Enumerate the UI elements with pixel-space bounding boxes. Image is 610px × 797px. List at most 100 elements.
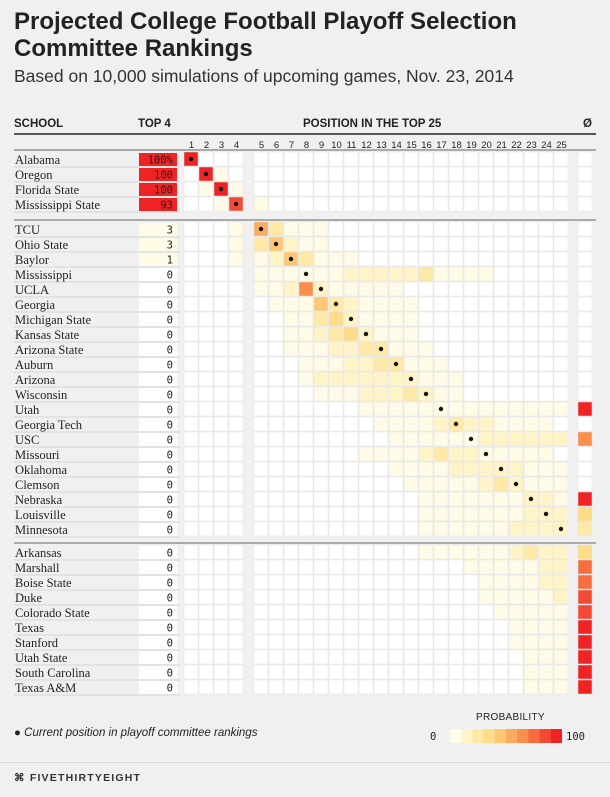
heatmap-cell: [403, 266, 419, 282]
footer: ⌘ FIVETHIRTYEIGHT: [0, 762, 610, 797]
school-label: Michigan State: [15, 313, 91, 327]
heatmap-cell: [433, 649, 449, 665]
heatmap-cell: [433, 491, 449, 507]
column-number-label: 1: [189, 140, 194, 151]
heatmap-cell: [298, 431, 314, 447]
heatmap-cell: [538, 151, 554, 167]
heatmap-cell: [198, 296, 214, 312]
school-label: Baylor: [15, 253, 50, 267]
heatmap-cell: [388, 491, 404, 507]
heatmap-cell: [553, 559, 569, 575]
heatmap-cell: [198, 341, 214, 357]
heatmap-cell: [538, 401, 554, 417]
heatmap-cell: [433, 221, 449, 237]
heatmap-cell: [373, 559, 389, 575]
heatmap-cell: [228, 619, 244, 635]
heatmap-cell: [298, 281, 314, 297]
heatmap-cell: [577, 506, 593, 522]
heatmap-cell: [328, 431, 344, 447]
heatmap-cell: [213, 521, 229, 537]
heatmap-cell: [508, 296, 524, 312]
heatmap-cell: [328, 221, 344, 237]
heatmap-cell: [448, 401, 464, 417]
heatmap-cell: [283, 236, 299, 252]
heatmap-cell: [388, 664, 404, 680]
heatmap-cell: [403, 281, 419, 297]
top4-cell: [139, 493, 177, 506]
heatmap-cell: [253, 431, 269, 447]
heatmap-cell: [298, 491, 314, 507]
heatmap-cell: [493, 371, 509, 387]
heatmap-cell: [388, 679, 404, 695]
heatmap-cell: [343, 446, 359, 462]
heatmap-cell: [228, 221, 244, 237]
top4-cell: [139, 313, 177, 326]
heatmap-cell: [313, 574, 329, 590]
heatmap-cell: [508, 664, 524, 680]
heatmap-cell: [418, 371, 434, 387]
heatmap-cell: [523, 604, 539, 620]
heatmap-cell: [283, 326, 299, 342]
heatmap-cell: [433, 506, 449, 522]
heatmap-cell: [553, 649, 569, 665]
heatmap-cell: [213, 491, 229, 507]
heatmap-cell: [228, 446, 244, 462]
heatmap-cell: [328, 416, 344, 432]
heatmap-cell: [373, 619, 389, 635]
heatmap-cell: [298, 619, 314, 635]
heatmap-cell: [493, 574, 509, 590]
heatmap-cell: [198, 461, 214, 477]
heatmap-cell: [448, 431, 464, 447]
heatmap-cell: [228, 236, 244, 252]
heatmap-cell: [448, 371, 464, 387]
top4-cell: [139, 373, 177, 386]
heatmap-cell: [463, 604, 479, 620]
heatmap-cell: [373, 251, 389, 267]
current-position-dot: [423, 391, 429, 397]
heatmap-cell: [523, 634, 539, 650]
heatmap-cell: [433, 476, 449, 492]
heatmap-cell: [478, 491, 494, 507]
heatmap-cell: [358, 491, 374, 507]
heatmap-cell: [403, 386, 419, 402]
heatmap-cell: [268, 491, 284, 507]
heatmap-cell: [253, 151, 269, 167]
heatmap-cell: [313, 559, 329, 575]
heatmap-cell: [538, 166, 554, 182]
heatmap-cell: [373, 296, 389, 312]
heatmap-cell: [493, 236, 509, 252]
heatmap-cell: [403, 401, 419, 417]
legend-note: ● Current position in playoff committee …: [14, 727, 257, 739]
heatmap-cell: [213, 461, 229, 477]
heatmap-cell: [433, 544, 449, 560]
heatmap-cell: [403, 251, 419, 267]
heatmap-cell: [403, 341, 419, 357]
heatmap-cell: [478, 634, 494, 650]
heatmap-cell: [577, 296, 593, 312]
heatmap-cell: [313, 166, 329, 182]
heatmap-cell: [358, 281, 374, 297]
heatmap-cell: [198, 266, 214, 282]
heatmap-cell: [298, 296, 314, 312]
heatmap-cell: [508, 604, 524, 620]
current-position-dot: [513, 481, 519, 487]
heatmap-cell: [283, 166, 299, 182]
heatmap-cell: [538, 491, 554, 507]
heatmap-cell: [298, 221, 314, 237]
top4-value: 3: [167, 240, 173, 252]
heatmap-cell: [478, 521, 494, 537]
heatmap-cell: [403, 589, 419, 605]
current-position-dot: [543, 511, 549, 517]
column-number-label: 7: [289, 140, 294, 151]
heatmap-cell: [328, 196, 344, 212]
heatmap-cell: [403, 476, 419, 492]
heatmap-cell: [253, 166, 269, 182]
top4-value: 0: [167, 525, 173, 537]
school-label: Oregon: [15, 168, 53, 182]
heatmap-cell: [298, 181, 314, 197]
heatmap-cell: [433, 679, 449, 695]
heatmap-cell: [508, 506, 524, 522]
fox-logo-icon: ⌘: [14, 772, 26, 784]
heatmap-cell: [463, 416, 479, 432]
top4-cell: [139, 576, 177, 589]
